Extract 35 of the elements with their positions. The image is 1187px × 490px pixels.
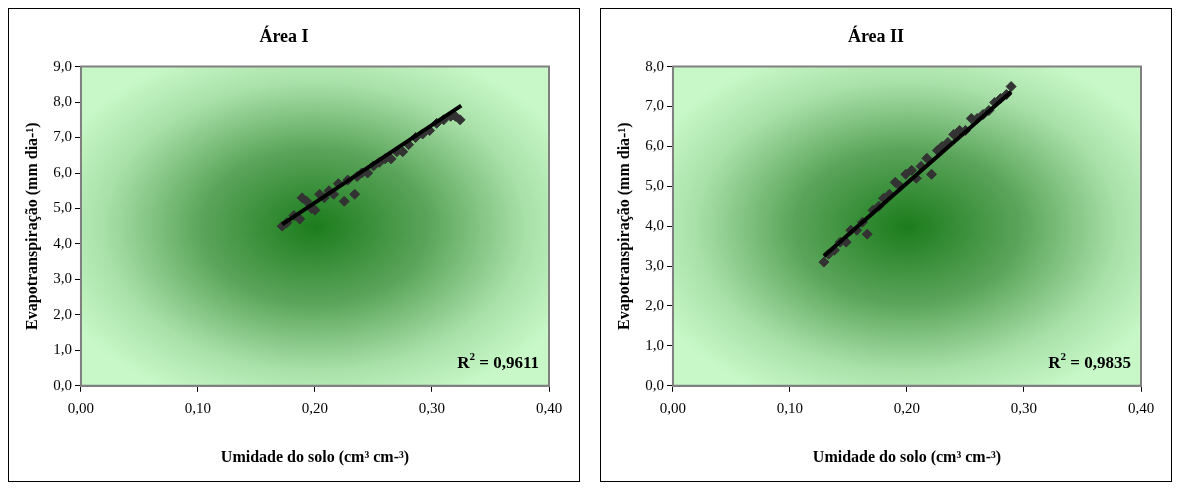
y-tick-label: 8,0 (53, 93, 72, 109)
x-axis-title: Umidade do solo (cm³ cm-³) (812, 447, 1002, 466)
y-tick-label: 4,0 (645, 217, 664, 234)
y-tick-label: 7,0 (645, 97, 664, 114)
y-tick-label: 5,0 (645, 177, 664, 194)
y-tick-label: 2,0 (53, 305, 72, 322)
chart-title: Área II (847, 25, 905, 47)
x-tick-label: 0,40 (1127, 399, 1155, 416)
x-axis-title: Umidade do solo (cm³ cm-³) (220, 447, 410, 466)
y-axis-title: Evapotranspiração (mm dia-¹) (614, 122, 633, 330)
x-tick-label: 0,20 (893, 399, 921, 416)
y-tick-label: 7,0 (53, 128, 72, 145)
y-tick-label: 0,0 (53, 376, 72, 393)
y-tick-label: 2,0 (645, 296, 664, 313)
y-tick-label: 6,0 (645, 137, 664, 154)
y-tick-label: 5,0 (53, 199, 72, 216)
y-tick-label: 9,0 (53, 57, 72, 74)
x-tick-label: 0,10 (776, 399, 804, 416)
x-tick-label: 0,30 (418, 399, 446, 416)
x-tick-label: 0,00 (659, 399, 687, 416)
y-tick-label: 4,0 (53, 234, 72, 251)
y-tick-label: 0,0 (645, 376, 664, 393)
y-tick-label: 3,0 (645, 257, 664, 274)
y-tick-label: 8,0 (645, 57, 664, 74)
x-tick-label: 0,30 (1010, 399, 1038, 416)
y-tick-label: 3,0 (53, 270, 72, 287)
x-tick-label: 0,10 (184, 399, 212, 416)
x-tick-label: 0,40 (535, 399, 563, 416)
x-tick-label: 0,00 (67, 399, 95, 416)
y-tick-label: 1,0 (645, 336, 664, 353)
x-tick-label: 0,20 (301, 399, 329, 416)
y-axis-title: Evapotranspiração (mm dia-¹) (22, 122, 41, 330)
y-tick-label: 1,0 (53, 341, 72, 358)
y-tick-label: 6,0 (53, 163, 72, 180)
chart-title: Área I (259, 25, 309, 47)
